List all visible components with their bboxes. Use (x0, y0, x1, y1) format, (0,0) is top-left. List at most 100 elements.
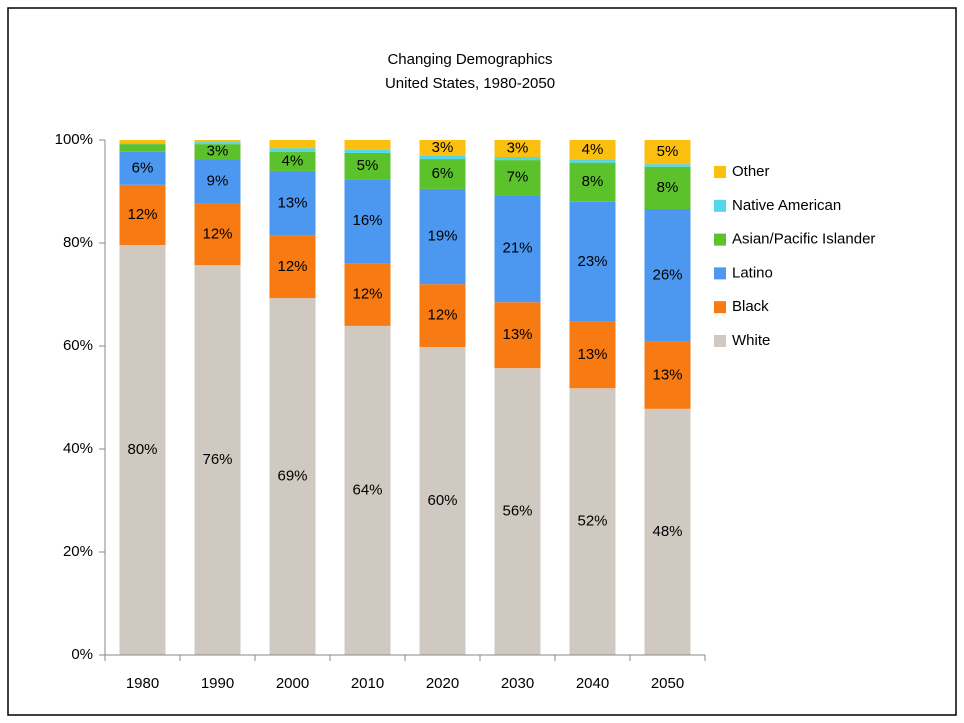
bar-segment (569, 159, 616, 163)
y-tick-label: 80% (63, 234, 93, 251)
bar-segment (419, 140, 466, 156)
legend-label: Other (732, 163, 770, 180)
x-tick-label: 1980 (126, 675, 159, 692)
bar-segment (194, 142, 241, 145)
data-label: 12% (202, 225, 232, 242)
bar-segment (119, 245, 166, 655)
data-label: 64% (352, 481, 382, 498)
bar-segment (419, 347, 466, 655)
x-tick-label: 2020 (426, 675, 459, 692)
legend-label: Native American (732, 197, 841, 214)
bar-segment (269, 140, 316, 149)
bar-segment (269, 235, 316, 299)
bar-segment (194, 140, 241, 143)
bar-segment (419, 155, 466, 160)
bar-segment (269, 148, 316, 152)
bar-segment (119, 140, 166, 144)
legend-label: Black (732, 298, 769, 315)
bar-segment (569, 140, 616, 160)
data-label: 13% (277, 194, 307, 211)
data-label: 4% (582, 141, 604, 158)
data-label: 56% (502, 503, 532, 520)
bar-segment (644, 140, 691, 165)
bar-segment (494, 156, 541, 161)
y-tick-label: 0% (71, 646, 93, 663)
data-label: 3% (507, 139, 529, 156)
data-label: 5% (657, 143, 679, 160)
data-label: 23% (577, 253, 607, 270)
data-label: 6% (432, 165, 454, 182)
bar-segment (269, 298, 316, 655)
bar-segment (344, 152, 391, 180)
bar-segment (569, 388, 616, 655)
x-tick-label: 1990 (201, 675, 234, 692)
bar-segment (494, 368, 541, 655)
x-tick-label: 2010 (351, 675, 384, 692)
bar-segment (419, 159, 466, 189)
bar-segment (644, 209, 691, 342)
x-tick-label: 2040 (576, 675, 609, 692)
data-label: 6% (132, 159, 154, 176)
data-label: 13% (652, 366, 682, 383)
bar-segment (119, 143, 166, 145)
data-label: 3% (207, 143, 229, 160)
chart-subtitle: United States, 1980-2050 (385, 75, 555, 92)
x-tick-label: 2050 (651, 675, 684, 692)
bar-segment (494, 140, 541, 157)
data-label: 8% (582, 173, 604, 190)
legend-swatch (714, 233, 726, 246)
bar-segment (644, 166, 691, 210)
data-label: 52% (577, 513, 607, 530)
data-label: 21% (502, 240, 532, 257)
y-tick-label: 20% (63, 543, 93, 560)
bar-segment (644, 341, 691, 409)
bar-segment (644, 164, 691, 167)
legend-swatch (714, 301, 726, 314)
data-label: 12% (352, 285, 382, 302)
data-label: 13% (502, 326, 532, 343)
bar-segment (569, 321, 616, 389)
bar-segment (269, 151, 316, 171)
bar-segment (269, 170, 316, 236)
bar-segment (344, 263, 391, 326)
chart-frame (7, 7, 957, 716)
legend-swatch (714, 166, 726, 178)
y-tick-label: 40% (63, 440, 93, 457)
data-label: 7% (507, 169, 529, 186)
data-label: 3% (432, 139, 454, 156)
bar-segment (419, 284, 466, 348)
bar-segment (344, 179, 391, 264)
bar-segment (494, 195, 541, 303)
data-label: 12% (127, 206, 157, 223)
data-label: 76% (202, 451, 232, 468)
bar-segment (119, 151, 166, 185)
bar-segment (644, 408, 691, 655)
bar-segment (569, 201, 616, 322)
x-tick-label: 2000 (276, 675, 309, 692)
data-label: 8% (657, 179, 679, 196)
data-label: 4% (282, 152, 304, 169)
data-label: 9% (207, 172, 229, 189)
legend-label: White (732, 332, 770, 349)
y-tick-label: 100% (55, 131, 93, 148)
bar-segment (569, 162, 616, 202)
bar-segment (194, 265, 241, 655)
y-tick-label: 60% (63, 337, 93, 354)
bar-segment (344, 140, 391, 150)
data-label: 12% (427, 307, 457, 324)
bar-segment (419, 188, 466, 285)
data-label: 69% (277, 468, 307, 485)
bar-segment (194, 144, 241, 160)
data-label: 5% (357, 157, 379, 174)
data-label: 19% (427, 228, 457, 245)
bar-segment (119, 144, 166, 152)
chart-title: Changing Demographics (387, 51, 552, 68)
legend-swatch (714, 199, 726, 212)
data-label: 80% (127, 441, 157, 458)
data-label: 26% (652, 266, 682, 283)
bar-segment (494, 302, 541, 369)
bar-segment (344, 325, 391, 655)
legend-swatch (714, 267, 726, 280)
legend-swatch (714, 335, 726, 347)
